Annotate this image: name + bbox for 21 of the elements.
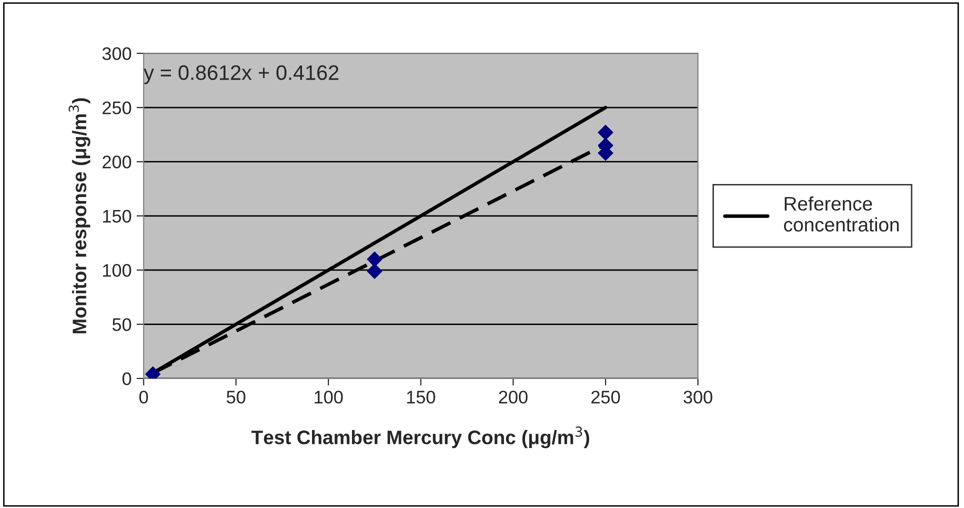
y-tick-label: 250 — [102, 101, 132, 114]
x-axis-title: Test Chamber Mercury Conc (μg/m$^{3}$) — [251, 426, 590, 448]
point — [598, 124, 614, 140]
legend-label: Reference concentration — [784, 196, 899, 232]
x-tick-label: 150 — [407, 390, 436, 404]
annotation: y = 0.8612x + 0.4162 — [144, 65, 338, 84]
y-tick-label: 100 — [103, 264, 132, 277]
x-tick-label: 250 — [591, 390, 620, 404]
x-tick-label: 200 — [499, 390, 528, 404]
x-tick-label: 100 — [314, 390, 343, 404]
y-tick-label: 200 — [102, 156, 132, 168]
y-tick-label: 0 — [122, 372, 132, 386]
y-tick-label: 50 — [112, 318, 132, 331]
y-tick-label: 150 — [103, 210, 132, 223]
x-tick-label: 50 — [226, 390, 246, 404]
x-tick-label: 0 — [139, 390, 148, 404]
y-axis-title: Monitor response (μg/m$^{3}$) — [68, 98, 90, 334]
y-tick-label: 300 — [102, 47, 132, 60]
x-tick-label: 300 — [684, 390, 712, 404]
point — [366, 263, 382, 279]
point — [366, 252, 382, 267]
